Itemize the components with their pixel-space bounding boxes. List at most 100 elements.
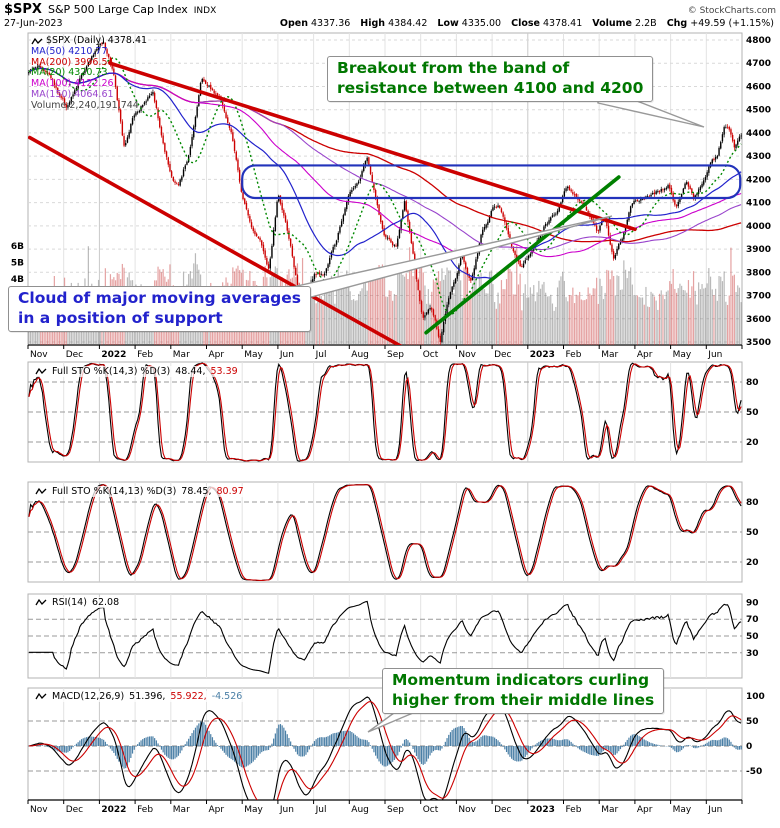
- title-row: $SPX S&P 500 Large Cap Index INDX © Stoc…: [0, 0, 780, 17]
- quote-high-value: 4384.42: [388, 18, 428, 29]
- svg-text:Mar: Mar: [173, 350, 190, 360]
- annotation-breakout-line1: Breakout from the band of: [337, 59, 570, 77]
- svg-text:Dec: Dec: [66, 805, 83, 815]
- annotation-momentum-line2: higher from their middle lines: [392, 690, 655, 709]
- sto1-label: Full STO %K(14,3) %D(3): [52, 366, 171, 377]
- svg-text:3600: 3600: [746, 315, 771, 325]
- svg-text:Feb: Feb: [137, 350, 153, 360]
- svg-text:30: 30: [746, 649, 759, 659]
- quote-volume: Volume 2.2B: [592, 18, 656, 29]
- annotation-breakout: Breakout from the band of resistance bet…: [327, 56, 654, 102]
- candlestick-series-icon: [31, 37, 43, 46]
- sto2-d-value: 80.97: [216, 486, 244, 497]
- svg-text:4500: 4500: [746, 106, 771, 116]
- svg-text:May: May: [673, 350, 692, 360]
- macd-label: MACD(12,26,9): [52, 691, 125, 702]
- sto2-k-value: 78.45,: [181, 486, 212, 497]
- annotation-cloud: Cloud of major moving averages in a posi…: [8, 286, 312, 332]
- legend-ma100: MA(100) 4122.26: [31, 78, 114, 90]
- quote-close: Close 4378.41: [511, 18, 582, 29]
- quote-open-label: Open: [279, 18, 308, 29]
- svg-text:2022: 2022: [101, 350, 126, 360]
- quote-open: Open 4337.36: [280, 18, 350, 29]
- svg-text:4700: 4700: [746, 59, 771, 69]
- sto1-k-value: 48.44,: [175, 366, 206, 377]
- legend-ma150: MA(150) 4064.61: [31, 88, 114, 100]
- macd-signal-value: 55.922,: [170, 691, 207, 702]
- price-legend: $SPX (Daily) 4378.41 MA(50) 4210.77 MA(2…: [31, 35, 147, 112]
- svg-text:Nov: Nov: [458, 350, 476, 360]
- annotation-momentum-line1: Momentum indicators curling: [392, 671, 650, 689]
- svg-text:6B: 6B: [11, 242, 24, 252]
- svg-text:Sep: Sep: [387, 350, 404, 360]
- svg-text:50: 50: [746, 528, 759, 538]
- annotation-cloud-line2: in a position of support: [18, 308, 223, 327]
- svg-text:5B: 5B: [11, 259, 24, 269]
- svg-text:2023: 2023: [530, 805, 555, 815]
- svg-text:Jun: Jun: [279, 350, 294, 360]
- quote-chg: Chg +49.59 (+1.15%): [667, 18, 774, 29]
- copyright: © StockCharts.com: [687, 6, 776, 16]
- legend-ma20: MA(20) 4320.73: [31, 67, 108, 79]
- svg-text:Apr: Apr: [637, 805, 653, 815]
- quote-open-value: 4337.36: [311, 18, 351, 29]
- sto2-label: Full STO %K(14,13) %D(3): [52, 486, 177, 497]
- chart-header: $SPX S&P 500 Large Cap Index INDX © Stoc…: [0, 0, 780, 29]
- quote-close-label: Close: [511, 18, 540, 29]
- quote-volume-value: 2.2B: [635, 18, 657, 29]
- svg-text:Mar: Mar: [173, 805, 190, 815]
- svg-text:Feb: Feb: [566, 805, 582, 815]
- svg-text:May: May: [244, 350, 263, 360]
- quote-row: 27-Jun-2023 Open 4337.36 High 4384.42 Lo…: [0, 17, 780, 29]
- macd-hist-value: -4.526: [211, 691, 243, 702]
- indicator-icon: [35, 692, 47, 701]
- quote-volume-label: Volume: [592, 18, 633, 29]
- svg-text:80: 80: [746, 498, 759, 508]
- annotation-cloud-line1: Cloud of major moving averages: [18, 289, 302, 307]
- svg-text:Nov: Nov: [458, 805, 476, 815]
- svg-text:Jun: Jun: [707, 350, 722, 360]
- ohlc-quote: Open 4337.36 High 4384.42 Low 4335.00 Cl…: [280, 18, 776, 29]
- quote-low-label: Low: [437, 18, 459, 29]
- quote-close-value: 4378.41: [542, 18, 583, 29]
- svg-text:Aug: Aug: [351, 805, 369, 815]
- svg-text:0: 0: [746, 742, 752, 752]
- rsi-legend: RSI(14) 62.08: [33, 597, 122, 608]
- svg-text:Nov: Nov: [30, 350, 48, 360]
- svg-text:Jul: Jul: [315, 350, 327, 360]
- svg-text:3800: 3800: [746, 268, 771, 278]
- svg-text:Apr: Apr: [209, 350, 225, 360]
- svg-text:70: 70: [746, 615, 759, 625]
- svg-text:3700: 3700: [746, 292, 771, 302]
- svg-text:4000: 4000: [746, 222, 771, 232]
- svg-text:Mar: Mar: [601, 805, 618, 815]
- svg-text:2023: 2023: [530, 350, 555, 360]
- symbol: $SPX: [4, 2, 42, 17]
- svg-text:80: 80: [746, 378, 759, 388]
- sto1-legend: Full STO %K(14,3) %D(3) 48.44, 53.39: [33, 366, 240, 377]
- svg-text:100: 100: [746, 692, 765, 702]
- svg-text:Oct: Oct: [423, 805, 439, 815]
- svg-text:4600: 4600: [746, 82, 771, 92]
- macd-value: 51.396,: [129, 691, 166, 702]
- symbol-name: S&P 500 Large Cap Index: [47, 3, 188, 16]
- svg-text:50: 50: [746, 408, 759, 418]
- svg-text:4B: 4B: [11, 275, 24, 285]
- sto1-d-value: 53.39: [210, 366, 238, 377]
- svg-text:Dec: Dec: [494, 805, 511, 815]
- svg-text:Jun: Jun: [279, 805, 294, 815]
- legend-ma50: MA(50) 4210.77: [31, 45, 108, 57]
- svg-text:Dec: Dec: [494, 350, 511, 360]
- svg-text:-50: -50: [746, 767, 762, 777]
- svg-text:90: 90: [746, 598, 759, 608]
- svg-text:50: 50: [746, 717, 759, 727]
- svg-text:Feb: Feb: [566, 350, 582, 360]
- svg-text:4400: 4400: [746, 129, 771, 139]
- rsi-label: RSI(14): [52, 597, 87, 608]
- svg-text:Oct: Oct: [423, 350, 439, 360]
- svg-text:2022: 2022: [101, 805, 126, 815]
- svg-text:Dec: Dec: [66, 350, 83, 360]
- svg-text:Feb: Feb: [137, 805, 153, 815]
- svg-text:4300: 4300: [746, 152, 771, 162]
- indicator-icon: [35, 487, 47, 496]
